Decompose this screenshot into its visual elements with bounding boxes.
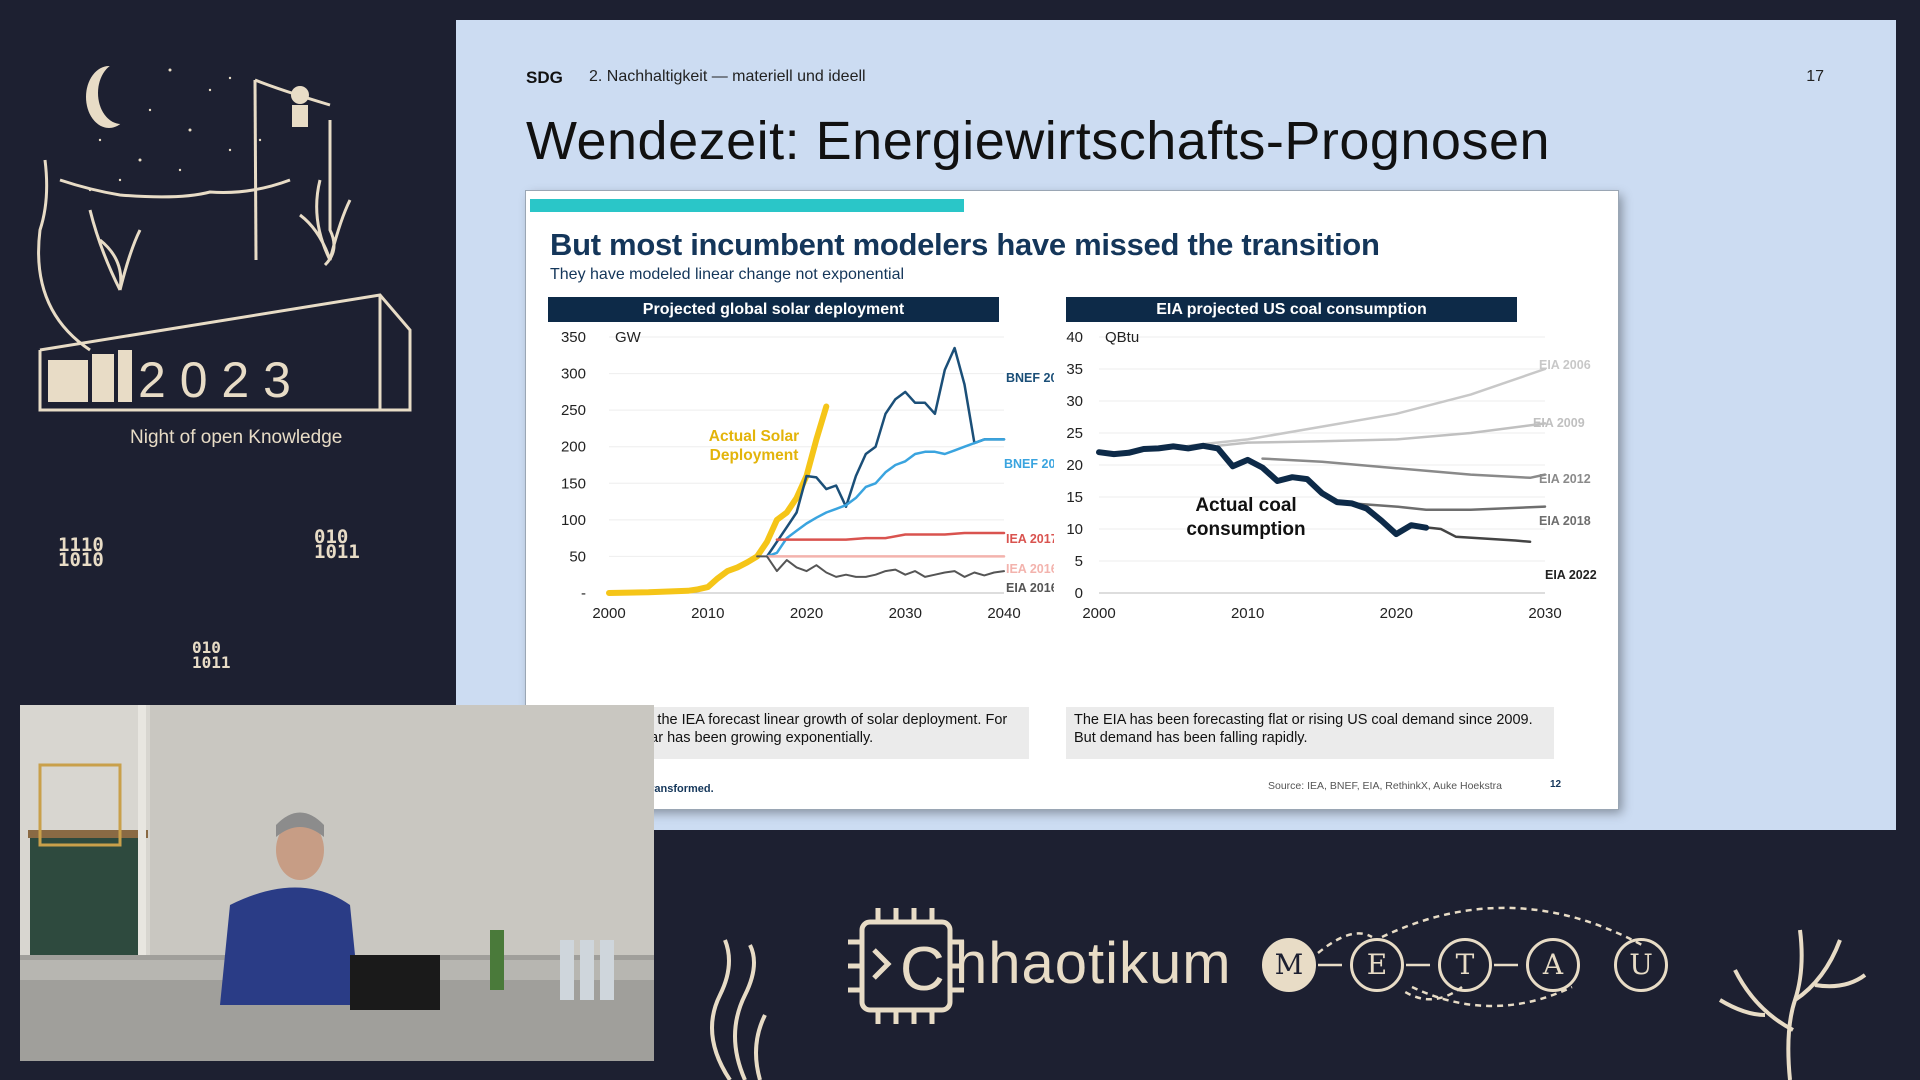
series-label: IEA 2016 (1006, 562, 1054, 576)
series-label: Actual coal (1195, 495, 1296, 516)
y-tick-label: 15 (1066, 489, 1083, 506)
y-tick-label: 100 (561, 512, 586, 529)
metau-node-e: E (1350, 938, 1404, 992)
panel-title: But most incumbent modelers have missed … (550, 227, 1380, 262)
series-label: EIA 2018 (1539, 514, 1591, 528)
y-axis-unit: QBtu (1105, 329, 1139, 346)
section-title: 2. Nachhaltigkeit — materiell und ideell (589, 68, 866, 85)
page-number: 17 (1806, 68, 1824, 85)
chaotikum-wordmark: hhaotikum (955, 930, 1232, 997)
binary-decoration: 1110 1010 (58, 534, 104, 571)
x-tick-label: 2010 (691, 605, 724, 622)
x-tick-label: 2020 (790, 605, 823, 622)
y-tick-label: 0 (1075, 585, 1083, 602)
event-tagline: Night of open Knowledge (130, 427, 342, 448)
series-label: EIA 2012 (1539, 472, 1591, 486)
series-line-iea-2017 (775, 531, 1006, 541)
metau-node-a: A (1526, 938, 1580, 992)
series-line-eia-2022 (1409, 524, 1532, 544)
y-tick-label: 20 (1066, 457, 1083, 474)
series-label: IEA 2017 (1006, 532, 1054, 546)
y-tick-label: 350 (561, 329, 586, 346)
coal-chart-title: EIA projected US coal consumption (1066, 297, 1517, 322)
panel-subtitle: They have modeled linear change not expo… (550, 266, 905, 283)
section-tag: SDG (526, 68, 563, 87)
chaotikum-label: hhaotikum (955, 931, 1232, 996)
y-tick-label: 250 (561, 402, 586, 419)
coal-chart-caption: The EIA has been forecasting flat or ris… (1066, 707, 1554, 759)
y-tick-label: - (581, 585, 586, 602)
x-tick-label: 2010 (1231, 605, 1264, 622)
x-tick-label: 2030 (889, 605, 922, 622)
series-line-actual-solar-deployment (606, 403, 830, 596)
metau-node-m: M (1262, 938, 1316, 992)
metau-arrows (1317, 906, 1643, 1008)
y-tick-label: 200 (561, 439, 586, 456)
event-year-digits: 2 0 2 3 (138, 352, 291, 408)
series-label: Deployment (710, 447, 799, 464)
x-tick-label: 2000 (1082, 605, 1115, 622)
x-tick-label: 2020 (1380, 605, 1413, 622)
solar-chart-title: Projected global solar deployment (548, 297, 999, 322)
y-tick-label: 10 (1066, 521, 1083, 538)
series-line-eia-2009 (1216, 422, 1547, 448)
y-tick-label: 35 (1066, 361, 1083, 378)
presentation-slide: SDG 2. Nachhaltigkeit — materiell und id… (456, 20, 1896, 830)
series-line-eia-2018 (1350, 502, 1547, 512)
binary-decoration: 010 1011 (192, 638, 231, 672)
series-line-eia-2016 (756, 555, 1005, 578)
series-label: EIA 2022 (1545, 568, 1597, 582)
metau-node-t: T (1438, 938, 1492, 992)
chaotikum-c: C (900, 935, 945, 1004)
y-tick-label: 5 (1075, 553, 1083, 570)
x-tick-label: 2030 (1528, 605, 1561, 622)
series-label: EIA 2016 (1006, 581, 1054, 595)
footer-page-number: 12 (1550, 779, 1562, 790)
series-label: BNEF 2020 (1006, 371, 1054, 385)
series-label: BNEF 2015 (1004, 457, 1054, 471)
y-axis-unit: GW (615, 329, 642, 346)
series-line-actual-coal-consumption (1096, 442, 1430, 538)
metau-logo: M E T A U (1262, 906, 1682, 1008)
series-line-eia-2006 (1186, 367, 1547, 448)
chip-icon: C (848, 908, 964, 1024)
y-tick-label: 150 (561, 475, 586, 492)
x-tick-label: 2040 (987, 605, 1020, 622)
y-tick-label: 50 (569, 548, 586, 565)
series-label: EIA 2006 (1539, 358, 1591, 372)
accent-bar (530, 199, 964, 212)
y-tick-label: 300 (561, 366, 586, 383)
x-tick-label: 2000 (592, 605, 625, 622)
series-line-eia-2012 (1261, 457, 1547, 480)
series-label: EIA 2009 (1533, 416, 1585, 430)
solar-deployment-chart: - 50 100 150 200 250 300 350 GW 2000 2010 2020 2030 2… (561, 329, 1054, 622)
footer-source: Source: IEA, BNEF, EIA, RethinkX, Auke H… (1268, 780, 1503, 792)
coal-consumption-chart: 0 5 10 15 20 25 30 35 40 QBtu 2000 2010 2020 2030 EIA … (1066, 329, 1597, 622)
y-tick-label: 30 (1066, 393, 1083, 410)
embedded-rmi-slide: But most incumbent modelers have missed … (526, 191, 1618, 809)
metau-node-u: U (1614, 938, 1668, 992)
speaker-camera-feed (20, 705, 654, 1061)
slide-title: Wendezeit: Energiewirtschafts-Prognosen (526, 111, 1551, 171)
y-tick-label: 40 (1066, 329, 1083, 346)
series-line-bnef-2015 (765, 438, 1006, 558)
seaweed-decoration (710, 939, 767, 1080)
y-tick-label: 25 (1066, 425, 1083, 442)
coral-decoration (1718, 929, 1867, 1080)
event-logo: 2 0 2 3 Night of open Knowledge (37, 68, 412, 448)
series-label: Actual Solar (709, 428, 799, 445)
series-line-bnef-2020 (765, 346, 1006, 558)
binary-decoration: 010 1011 (314, 526, 360, 563)
series-label: consumption (1186, 519, 1305, 540)
